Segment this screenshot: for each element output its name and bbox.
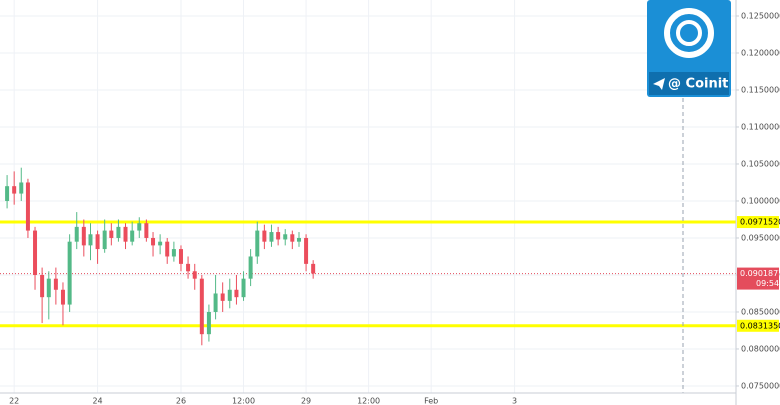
x-tick-label: 12:00 xyxy=(357,397,380,405)
level-label-box xyxy=(737,216,779,229)
grid xyxy=(0,0,736,393)
candle-body xyxy=(46,278,51,298)
candle-body xyxy=(144,223,149,238)
candle-body xyxy=(290,234,295,242)
candle-body xyxy=(213,293,218,312)
level-label: 0.09715204 xyxy=(740,218,780,227)
candle-body xyxy=(116,226,121,238)
candle-body xyxy=(255,230,260,257)
candle-body xyxy=(25,182,30,231)
logo-bar xyxy=(649,72,729,95)
logo: @ Coinit xyxy=(647,0,731,97)
candle-body xyxy=(74,226,79,242)
candles xyxy=(5,167,316,346)
candle-body xyxy=(178,249,183,264)
candle-body xyxy=(248,256,253,279)
y-tick-label: 0.10000000 xyxy=(741,196,780,205)
candle-body xyxy=(123,226,128,242)
y-tick-label: 0.08500000 xyxy=(741,307,780,316)
logo-ring xyxy=(664,8,714,58)
candle-body xyxy=(276,232,281,240)
axes: 0.075000000.080000000.085000000.09000000… xyxy=(9,11,780,405)
candle-body xyxy=(269,232,274,242)
candle-body xyxy=(220,293,225,301)
y-tick-label: 0.08000000 xyxy=(741,344,780,353)
telegram-icon xyxy=(653,78,665,90)
candle-body xyxy=(102,230,107,250)
candle-body xyxy=(241,278,246,298)
candle-body xyxy=(130,230,135,242)
candle-body xyxy=(158,241,163,246)
watermark: @ Coinit xyxy=(668,77,728,92)
x-tick-label: 12:00 xyxy=(232,397,255,405)
candle-body xyxy=(192,271,197,279)
candle-body xyxy=(186,263,191,272)
y-tick-label: 0.09500000 xyxy=(741,233,780,242)
candle-body xyxy=(227,289,232,301)
candle-body xyxy=(165,241,170,257)
candle-body xyxy=(5,186,10,201)
level-label-box xyxy=(737,319,779,332)
candle-body xyxy=(60,289,65,305)
candle-body xyxy=(234,289,239,298)
level-label: 0.08313509 xyxy=(740,321,780,330)
levels xyxy=(0,220,736,328)
x-tick-label: 22 xyxy=(9,397,19,405)
price-label: 0.09018774 xyxy=(740,269,780,278)
y-tick-label: 0.10500000 xyxy=(741,159,780,168)
candle-body xyxy=(19,182,24,194)
y-tick-label: 0.11500000 xyxy=(741,85,780,94)
candle-body xyxy=(88,234,93,246)
candle-body xyxy=(199,278,204,335)
candle-body xyxy=(283,234,288,240)
candle-body xyxy=(206,311,211,335)
candle-body xyxy=(262,230,267,242)
y-tick-label: 0.11000000 xyxy=(741,122,780,131)
x-tick-label: 24 xyxy=(92,397,102,405)
candle-body xyxy=(81,226,86,246)
x-tick-label: 26 xyxy=(176,397,186,405)
x-tick-label: 3 xyxy=(512,397,517,405)
x-tick-label: Feb xyxy=(424,397,438,405)
candle-body xyxy=(304,237,309,264)
candle-body xyxy=(67,241,72,305)
y-tick-label: 0.12000000 xyxy=(741,48,780,57)
countdown: 09:54 xyxy=(756,279,779,288)
candle-body xyxy=(53,278,58,290)
candle-body xyxy=(171,249,176,257)
price-label-box xyxy=(737,267,779,290)
candle-body xyxy=(109,230,114,238)
candle-body xyxy=(40,274,45,298)
candle-body xyxy=(95,234,100,250)
candle-body xyxy=(311,263,316,274)
candle-body xyxy=(33,230,38,275)
x-tick-label: 29 xyxy=(301,397,311,405)
candle-body xyxy=(12,186,17,194)
logo-inner xyxy=(676,20,702,46)
y-tick-label: 0.12500000 xyxy=(741,11,780,20)
y-tick-label: 0.07500000 xyxy=(741,381,780,390)
candle-body xyxy=(151,237,156,246)
candle-body xyxy=(296,237,301,242)
candle-body xyxy=(137,223,142,231)
